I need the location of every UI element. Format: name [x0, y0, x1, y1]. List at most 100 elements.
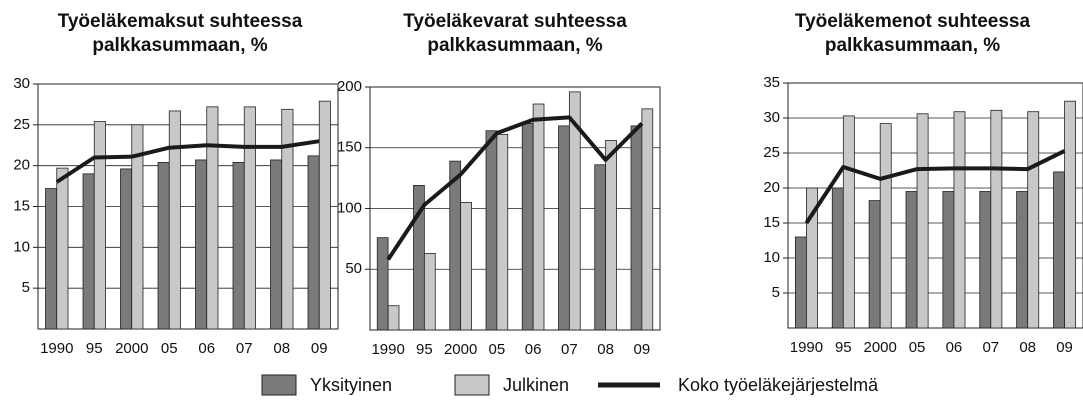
plot-frame	[37, 83, 339, 330]
x-tick-label: 2000	[864, 339, 897, 356]
bar	[56, 167, 69, 330]
bar	[953, 111, 966, 329]
y-tick-label: 10	[13, 238, 30, 255]
bar	[387, 305, 400, 331]
x-tick-label: 06	[525, 341, 542, 358]
x-tick-label: 95	[835, 339, 852, 356]
bar	[868, 200, 881, 329]
x-tick-label: 05	[161, 340, 178, 357]
bar	[1016, 191, 1029, 329]
bar	[120, 168, 133, 330]
bar	[376, 237, 389, 331]
legend-swatch	[454, 374, 490, 396]
x-tick-label: 08	[597, 341, 614, 358]
plot-frame	[369, 86, 661, 331]
bar	[794, 236, 807, 329]
bar	[979, 191, 992, 329]
x-tick-label: 06	[198, 340, 215, 357]
bar	[157, 161, 170, 330]
bar	[831, 187, 844, 329]
x-tick-label: 09	[311, 340, 328, 357]
y-tick-label: 20	[763, 179, 780, 196]
bar	[281, 108, 294, 330]
legend-swatch	[261, 374, 297, 396]
bar	[558, 125, 570, 331]
x-tick-label: 07	[236, 340, 253, 357]
line-series	[55, 139, 320, 184]
x-tick-label: 08	[273, 340, 290, 357]
bar	[1027, 111, 1040, 329]
bar	[449, 160, 462, 331]
bar	[45, 188, 58, 330]
y-tick-label: 25	[13, 116, 30, 133]
x-tick-label: 08	[1019, 339, 1036, 356]
x-tick-label: 2000	[444, 341, 477, 358]
bar	[905, 191, 918, 329]
bar	[806, 187, 818, 329]
y-tick-label: 30	[763, 109, 780, 126]
bar	[496, 133, 509, 331]
bar	[270, 159, 283, 330]
plot-frame	[787, 82, 1083, 329]
y-tick-label: 15	[763, 214, 780, 231]
bar	[485, 130, 498, 331]
bar	[307, 155, 320, 330]
y-tick-label: 15	[13, 197, 30, 214]
y-tick-label: 25	[763, 144, 780, 161]
x-tick-label: 05	[909, 339, 926, 356]
y-tick-label: 20	[13, 157, 30, 174]
bar	[521, 123, 534, 331]
x-tick-label: 95	[86, 340, 103, 357]
bar	[532, 103, 545, 331]
bar	[460, 202, 472, 331]
bar	[93, 121, 106, 330]
bar	[990, 109, 1003, 329]
y-tick-label: 10	[763, 249, 780, 266]
x-tick-label: 07	[561, 341, 578, 358]
y-tick-label: 150	[337, 139, 362, 156]
bar	[82, 173, 95, 330]
y-tick-label: 50	[345, 260, 362, 277]
x-tick-label: 95	[416, 341, 433, 358]
bar	[232, 161, 245, 330]
y-tick-label: 100	[337, 199, 362, 216]
y-tick-label: 5	[772, 284, 780, 301]
x-tick-label: 09	[634, 341, 651, 358]
x-tick-label: 06	[946, 339, 963, 356]
y-tick-label: 200	[337, 78, 362, 95]
x-tick-label: 05	[489, 341, 506, 358]
legend-label: Koko työeläkejärjestelmä	[678, 375, 879, 395]
bar	[206, 106, 219, 330]
bar	[243, 106, 256, 330]
bar	[1053, 171, 1065, 329]
bar	[1064, 100, 1077, 329]
legend-label: Yksityinen	[310, 375, 392, 395]
chart-title: Työeläkevarat suhteessa palkkasummaan, %	[403, 11, 627, 56]
legend-label: Julkinen	[503, 375, 569, 395]
y-tick-label: 35	[763, 74, 780, 91]
y-tick-label: 30	[13, 75, 30, 92]
bar	[568, 91, 581, 331]
x-tick-label: 2000	[115, 340, 148, 357]
x-tick-label: 1990	[790, 339, 823, 356]
bar	[423, 253, 436, 331]
bar	[942, 191, 955, 329]
bar	[318, 100, 331, 330]
x-tick-label: 09	[1056, 339, 1073, 356]
bar	[630, 125, 643, 331]
bar	[641, 108, 654, 331]
bar	[916, 113, 929, 329]
chart-title: Työeläkemenot suhteessa palkkasummaan, %	[794, 11, 1031, 56]
line-series	[804, 149, 1066, 225]
y-tick-label: 5	[22, 279, 30, 296]
x-tick-label: 1990	[371, 341, 404, 358]
chart-title: Työeläkemaksut suhteessa palkkasummaan, …	[57, 11, 303, 56]
x-tick-label: 07	[982, 339, 999, 356]
bar	[605, 140, 617, 331]
line-series	[386, 115, 644, 261]
bar	[195, 159, 208, 330]
bar	[131, 124, 144, 330]
bar	[879, 123, 892, 329]
